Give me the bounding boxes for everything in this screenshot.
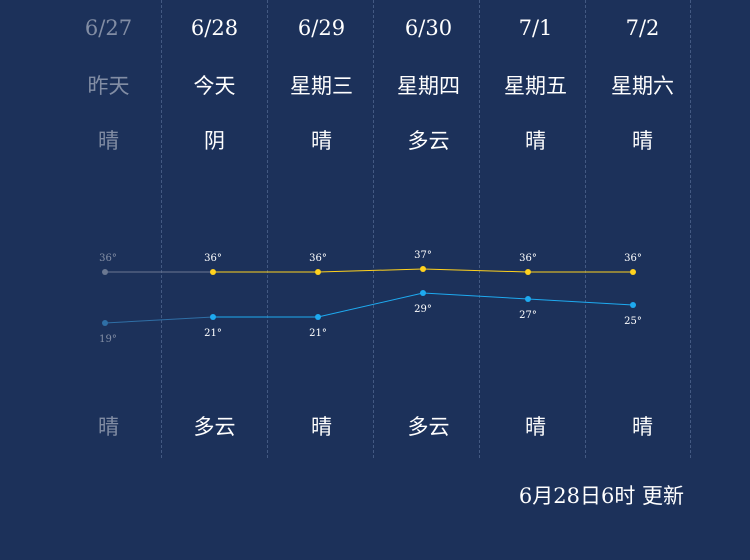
day-column: 7/2 星期六 晴 晴 xyxy=(589,0,696,460)
weekday-label: 今天 xyxy=(193,74,236,98)
night-weather: 晴 xyxy=(98,415,119,439)
high-temp-label: 36° xyxy=(519,253,537,264)
weekday-label: 星期三 xyxy=(290,74,353,98)
low-temp-point xyxy=(102,320,108,326)
column-divider xyxy=(479,0,480,458)
day-column: 7/1 星期五 晴 晴 xyxy=(482,0,589,460)
high-temp-label: 36° xyxy=(204,253,222,264)
column-divider xyxy=(267,0,268,458)
low-temp-label: 21° xyxy=(204,328,222,339)
day-column: 6/29 星期三 晴 晴 xyxy=(268,0,375,460)
column-divider xyxy=(161,0,162,458)
night-weather: 晴 xyxy=(632,415,653,439)
high-temp-label: 37° xyxy=(414,250,432,261)
day-column: 6/28 今天 阴 多云 xyxy=(161,0,268,460)
day-column: 6/27 昨天 晴 晴 xyxy=(55,0,162,460)
weekday-label: 星期六 xyxy=(611,74,674,98)
weekday-label: 星期五 xyxy=(504,74,567,98)
day-weather: 晴 xyxy=(98,129,119,153)
date-label: 6/29 xyxy=(297,16,346,40)
day-column: 6/30 星期四 多云 多云 xyxy=(375,0,482,460)
day-weather: 阴 xyxy=(204,129,225,153)
day-weather: 晴 xyxy=(525,129,546,153)
low-temp-line-segment xyxy=(104,316,214,324)
high-temp-label: 36° xyxy=(99,253,117,264)
date-label: 7/1 xyxy=(518,16,553,40)
high-temp-label: 36° xyxy=(309,253,327,264)
date-label: 6/30 xyxy=(404,16,453,40)
weekday-label: 星期四 xyxy=(397,74,460,98)
column-divider xyxy=(373,0,374,458)
column-divider xyxy=(585,0,586,458)
low-temp-label: 25° xyxy=(624,316,642,327)
high-temp-line-segment xyxy=(317,268,424,273)
low-temp-label: 19° xyxy=(99,334,117,345)
low-temp-point xyxy=(210,314,216,320)
high-temp-point xyxy=(525,269,531,275)
date-label: 6/27 xyxy=(84,16,133,40)
weekday-label: 昨天 xyxy=(87,74,130,98)
low-temp-label: 27° xyxy=(519,310,537,321)
low-temp-line-segment xyxy=(317,292,424,318)
high-temp-label: 36° xyxy=(624,253,642,264)
update-time: 6月28日6时 更新 xyxy=(518,484,684,508)
high-temp-point xyxy=(315,269,321,275)
low-temp-line-segment xyxy=(527,298,634,306)
temperature-chart: 36° 36° 36° 37° 36° 36° 19° 21° 21° 29° 27° 25° xyxy=(99,250,642,345)
date-label: 7/2 xyxy=(625,16,660,40)
night-weather: 晴 xyxy=(525,415,546,439)
night-weather: 多云 xyxy=(407,415,450,439)
night-weather: 晴 xyxy=(311,415,332,439)
low-temp-line-segment xyxy=(422,292,529,300)
high-temp-point xyxy=(630,269,636,275)
day-weather: 晴 xyxy=(311,129,332,153)
night-weather: 多云 xyxy=(193,415,236,439)
date-label: 6/28 xyxy=(190,16,239,40)
low-temp-point xyxy=(525,296,531,302)
low-temp-point xyxy=(315,314,321,320)
low-temp-label: 21° xyxy=(309,328,327,339)
day-weather: 晴 xyxy=(632,129,653,153)
day-weather: 多云 xyxy=(407,129,450,153)
low-temp-point xyxy=(630,302,636,308)
low-temp-point xyxy=(420,290,426,296)
high-temp-line-segment xyxy=(422,268,529,273)
low-temp-label: 29° xyxy=(414,304,432,315)
high-temp-point xyxy=(210,269,216,275)
column-divider xyxy=(690,0,691,458)
high-temp-point xyxy=(420,266,426,272)
high-temp-point xyxy=(102,269,108,275)
